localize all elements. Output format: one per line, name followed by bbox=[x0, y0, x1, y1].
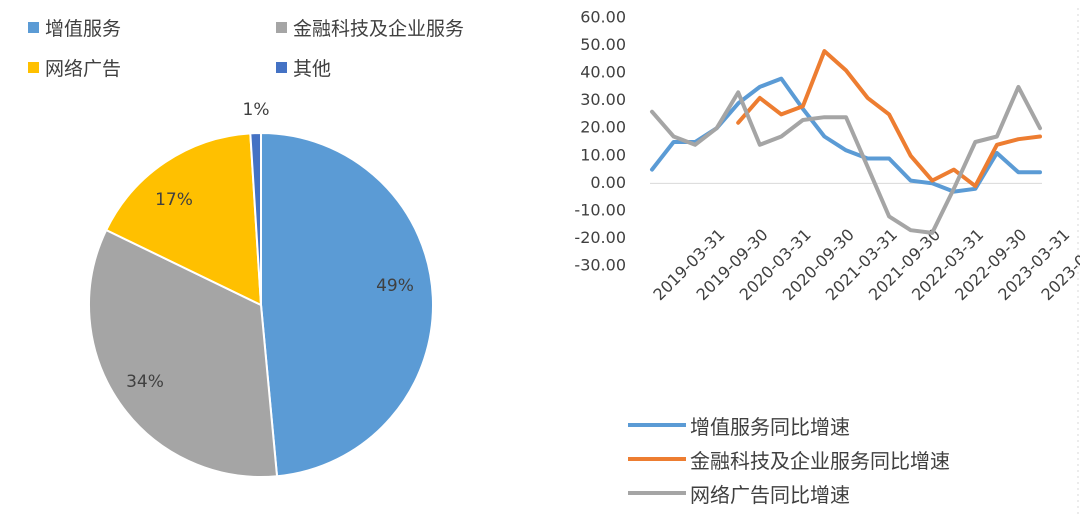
pie-slice bbox=[104, 132, 263, 307]
y-tick-label: 10.00 bbox=[580, 145, 626, 164]
pie-data-label: 17% bbox=[155, 190, 193, 210]
legend-label: 增值服务 bbox=[45, 18, 122, 40]
legend-item-value-added-services: 增值服务 bbox=[28, 14, 121, 41]
legend-label: 增值服务同比增速 bbox=[690, 414, 850, 439]
y-tick-label: -10.00 bbox=[574, 200, 626, 219]
legend-item-online-ads: 网络广告 bbox=[28, 54, 121, 81]
line-chart-panel: 60.00 50.00 40.00 30.00 20.00 10.00 0.00 -10.00… bbox=[540, 0, 1080, 523]
pie-chart-panel: 增值服务 金融科技及企业服务 网络广告 其他 49% 34% 17% 1% bbox=[28, 14, 464, 478]
series-line bbox=[736, 49, 1042, 189]
legend-item-fintech-growth: 金融科技及企业服务同比增速 bbox=[628, 442, 950, 476]
series-line bbox=[650, 84, 1042, 235]
pie-slice bbox=[249, 131, 262, 306]
legend-label: 其他 bbox=[293, 58, 332, 80]
legend-label: 金融科技及企业服务 bbox=[293, 18, 465, 40]
legend-label: 网络广告同比增速 bbox=[690, 482, 850, 507]
legend-swatch bbox=[276, 62, 287, 73]
pie-data-label: 34% bbox=[126, 372, 164, 392]
y-tick-label: 20.00 bbox=[580, 118, 626, 137]
legend-label: 网络广告 bbox=[45, 58, 122, 80]
line-legend: 增值服务同比增速 金融科技及企业服务同比增速 网络广告同比增速 bbox=[628, 408, 950, 510]
y-tick-label: 0.00 bbox=[590, 173, 626, 192]
legend-item-others: 其他 bbox=[276, 54, 331, 81]
legend-label: 金融科技及企业服务同比增速 bbox=[690, 448, 950, 473]
legend-item-fintech-enterprise: 金融科技及企业服务 bbox=[276, 14, 464, 41]
y-tick-label: 40.00 bbox=[580, 63, 626, 82]
legend-line bbox=[628, 457, 686, 461]
pie-slice bbox=[88, 228, 279, 478]
pie-chart-svg: 49% 34% 17% 1% bbox=[88, 100, 434, 478]
pie-data-label: 1% bbox=[243, 100, 270, 120]
pie-data-label: 49% bbox=[376, 276, 414, 296]
legend-item-value-added-growth: 增值服务同比增速 bbox=[628, 408, 950, 442]
y-tick-label: 60.00 bbox=[580, 8, 626, 27]
legend-line bbox=[628, 423, 686, 427]
y-tick-label: 50.00 bbox=[580, 35, 626, 54]
legend-swatch bbox=[276, 22, 287, 33]
line-chart-svg: 60.00 50.00 40.00 30.00 20.00 10.00 0.00 -10.00… bbox=[574, 8, 1080, 515]
legend-item-ads-growth: 网络广告同比增速 bbox=[628, 476, 950, 510]
y-tick-label: -20.00 bbox=[574, 228, 626, 247]
pie-slice bbox=[260, 131, 434, 478]
y-tick-label: 30.00 bbox=[580, 90, 626, 109]
legend-swatch bbox=[28, 22, 39, 33]
y-tick-label: -30.00 bbox=[574, 256, 626, 275]
legend-line bbox=[628, 491, 686, 495]
legend-swatch bbox=[28, 62, 39, 73]
